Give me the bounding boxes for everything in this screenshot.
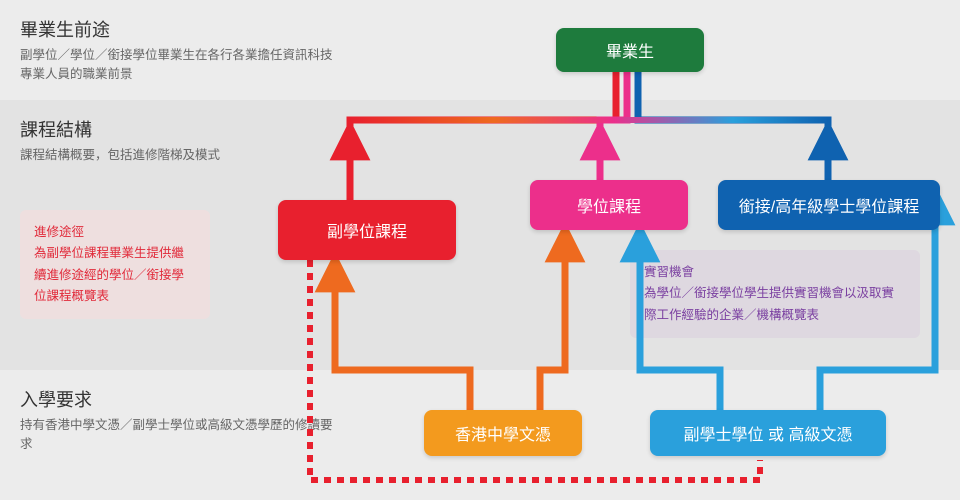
info-red-body: 為副學位課程畢業生提供繼續進修途經的學位／銜接學位課程概覽表 [34, 243, 196, 307]
info-purple-body: 為學位／銜接學位學生提供實習機會以汲取實際工作經驗的企業／機構概覽表 [644, 283, 906, 326]
node-deg[interactable]: 學位課程 [530, 180, 688, 230]
section-3-title: 入學要求 [20, 386, 340, 412]
section-1-desc: 副學位／學位／銜接學位畢業生在各行各業擔任資訊科技專業人員的職業前景 [20, 46, 340, 84]
node-dse[interactable]: 香港中學文憑 [424, 410, 582, 456]
info-box-progression[interactable]: 進修途徑 為副學位課程畢業生提供繼續進修途經的學位／銜接學位課程概覽表 [20, 210, 210, 319]
section-3-text: 入學要求 持有香港中學文憑／副學士學位或高級文憑學歷的修讀要求 [20, 386, 340, 454]
node-sub[interactable]: 副學位課程 [278, 200, 456, 260]
section-3-desc: 持有香港中學文憑／副學士學位或高級文憑學歷的修讀要求 [20, 416, 340, 454]
section-1-text: 畢業生前途 副學位／學位／銜接學位畢業生在各行各業擔任資訊科技專業人員的職業前景 [20, 16, 340, 84]
section-2-text: 課程結構 課程結構概要，包括進修階梯及模式 [20, 116, 340, 165]
info-red-heading: 進修途徑 [34, 222, 196, 243]
node-top[interactable]: 銜接/高年級學士學位課程 [718, 180, 940, 230]
info-box-internship[interactable]: 實習機會 為學位／銜接學位學生提供實習機會以汲取實際工作經驗的企業／機構概覽表 [630, 250, 920, 338]
info-purple-heading: 實習機會 [644, 262, 906, 283]
node-grad[interactable]: 畢業生 [556, 28, 704, 72]
section-2-title: 課程結構 [20, 116, 340, 142]
section-1-title: 畢業生前途 [20, 16, 340, 42]
node-asc[interactable]: 副學士學位 或 高級文憑 [650, 410, 886, 456]
section-2-desc: 課程結構概要，包括進修階梯及模式 [20, 146, 340, 165]
